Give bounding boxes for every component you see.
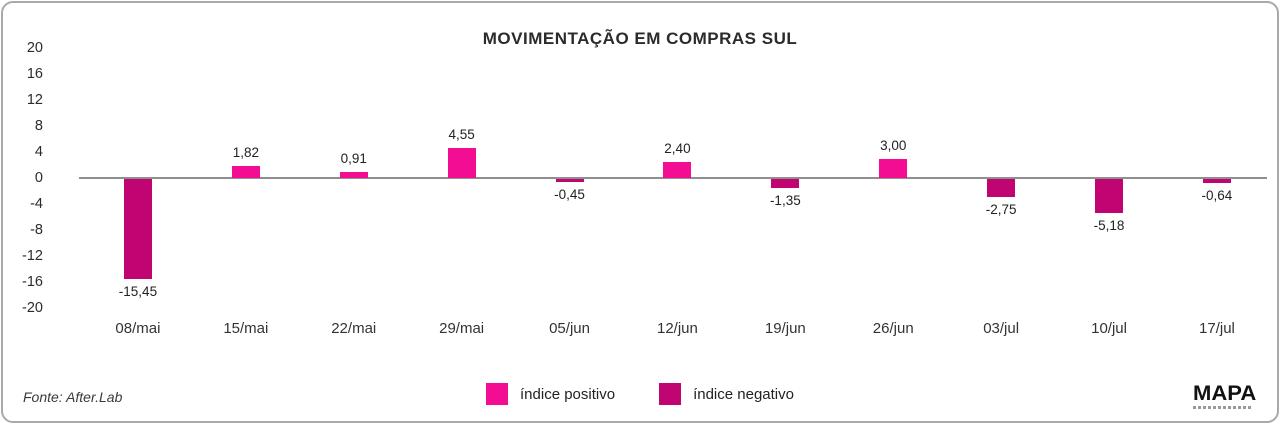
source-note: Fonte: After.Lab bbox=[23, 389, 123, 405]
bar-value-label: 4,55 bbox=[448, 127, 475, 143]
bar-value-label: -5,18 bbox=[1093, 217, 1125, 233]
legend-label-positive: índice positivo bbox=[520, 385, 616, 403]
y-axis-tick-label: -20 bbox=[22, 300, 43, 316]
bar-value-label: -2,75 bbox=[985, 201, 1017, 217]
x-axis-tick-label: 19/jun bbox=[764, 320, 806, 337]
x-axis-tick-label: 05/jun bbox=[549, 320, 590, 337]
negative-swatch-icon bbox=[659, 383, 682, 405]
y-axis-tick-label: 12 bbox=[26, 92, 43, 108]
y-axis-tick-label: -12 bbox=[22, 248, 43, 264]
zero-line bbox=[79, 177, 1267, 179]
bar-value-label: -15,45 bbox=[118, 284, 158, 300]
x-axis-tick-label: 22/mai bbox=[331, 320, 377, 337]
bar-negative bbox=[987, 179, 1016, 197]
bar-value-label: 2,40 bbox=[664, 141, 691, 157]
bar-value-label: -0,45 bbox=[554, 186, 585, 202]
y-axis-tick-label: -16 bbox=[22, 274, 43, 290]
x-axis-tick-label: 10/jul bbox=[1091, 320, 1127, 337]
plot-area: 20 16 12 8 4 0 -4 -8 -12 -16 -20 -15,45 08/mai 1,82 15… bbox=[3, 3, 1277, 421]
bar-value-label: -0,64 bbox=[1201, 188, 1233, 204]
bar-positive bbox=[663, 162, 692, 178]
positive-swatch-icon bbox=[486, 383, 509, 405]
bar-value-label: 1,82 bbox=[232, 145, 259, 161]
y-axis-tick-label: 16 bbox=[26, 66, 43, 82]
mapa-logo: MAPA bbox=[1193, 382, 1257, 409]
bar-positive bbox=[339, 172, 368, 178]
bar-value-label: 0,91 bbox=[340, 151, 367, 167]
bar-negative bbox=[1095, 179, 1124, 213]
x-axis-tick-label: 03/jul bbox=[983, 320, 1020, 337]
x-axis-tick-label: 15/mai bbox=[223, 320, 269, 337]
x-axis-tick-label: 26/jun bbox=[872, 320, 914, 337]
x-axis-tick-label: 12/jun bbox=[657, 320, 698, 337]
legend-item-positive: índice positivo bbox=[486, 383, 615, 405]
y-axis-tick-label: -8 bbox=[30, 222, 43, 238]
bar-negative bbox=[555, 179, 584, 182]
y-axis-tick-label: -4 bbox=[30, 196, 43, 212]
bar-value-label: -1,35 bbox=[769, 192, 801, 208]
mapa-logo-text: MAPA bbox=[1193, 382, 1257, 405]
y-axis-tick-label: 20 bbox=[26, 40, 43, 56]
legend-label-negative: índice negativo bbox=[693, 385, 794, 403]
x-axis-tick-label: 17/jul bbox=[1199, 320, 1235, 337]
bar-positive bbox=[447, 148, 476, 178]
bar-positive bbox=[231, 166, 260, 178]
chart-title: MOVIMENTAÇÃO EM COMPRAS SUL bbox=[482, 29, 798, 48]
legend: índice positivo índice negativo bbox=[3, 383, 1277, 405]
bar-positive bbox=[879, 158, 908, 178]
mapa-logo-subtext bbox=[1193, 406, 1251, 409]
bar-negative bbox=[771, 179, 800, 188]
bar-negative bbox=[1202, 179, 1231, 184]
y-axis-tick-label: 8 bbox=[34, 118, 43, 134]
x-axis-tick-label: 29/mai bbox=[439, 320, 485, 337]
legend-item-negative: índice negativo bbox=[659, 383, 794, 405]
y-axis-tick-label: 0 bbox=[34, 170, 43, 186]
x-axis-tick-label: 08/mai bbox=[115, 320, 161, 337]
bar-value-label: 3,00 bbox=[880, 137, 907, 153]
y-axis-tick-label: 4 bbox=[34, 144, 43, 160]
bar-negative bbox=[123, 179, 152, 280]
